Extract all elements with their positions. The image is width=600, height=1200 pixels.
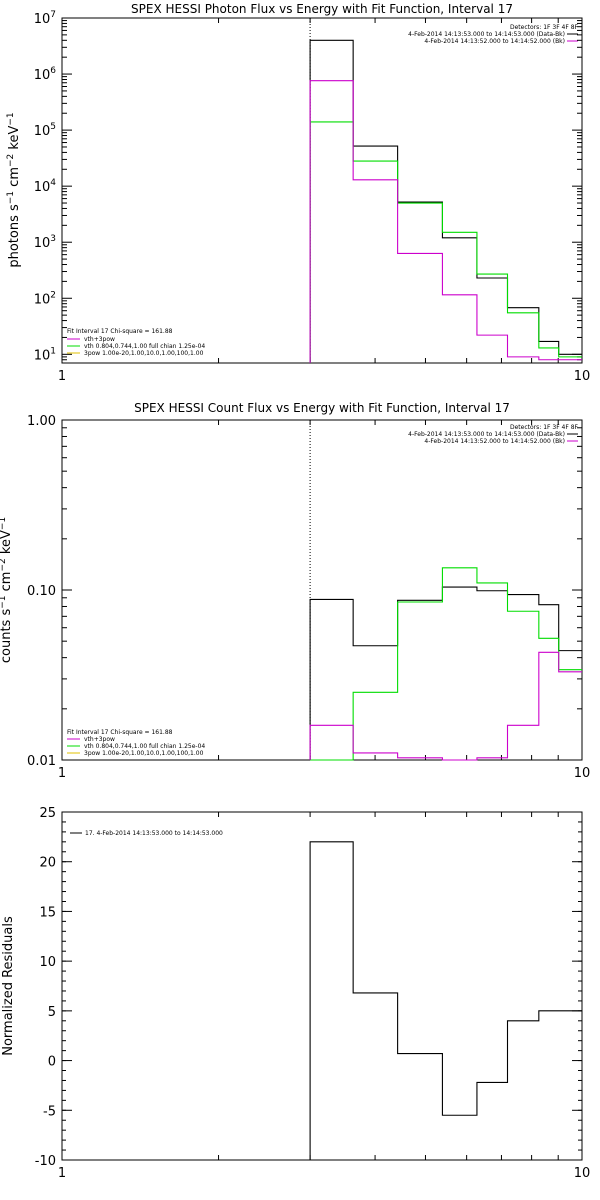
photon-y-tick-label: 102 <box>34 290 56 307</box>
count-y-axis-label: counts s−1 cm−2 keV−1 <box>0 517 14 663</box>
count-chart-title: SPEX HESSI Count Flux vs Energy with Fit… <box>134 401 510 415</box>
count-plot-frame <box>61 419 583 761</box>
count-legend-vth3pow: vth+3pow <box>84 736 115 743</box>
photon-flux-panel: SPEX HESSI Photon Flux vs Energy with Fi… <box>6 2 583 364</box>
photon-legend-bk-entry: 4-Feb-2014 14:13:52.000 to 14:14:52.000 … <box>424 38 565 45</box>
count-legend-bottom: Fit Interval 17 Chi-square = 161.88 vth+… <box>67 729 205 757</box>
residuals-legend-entry: 17. 4-Feb-2014 14:13:53.000 to 14:14:53.… <box>85 830 223 837</box>
photon-plot-frame <box>61 17 583 364</box>
count-legend-vth: vth 0.804,0.744,1.00 full chian 1.25e-04 <box>84 743 205 750</box>
count-flux-panel: SPEX HESSI Count Flux vs Energy with Fit… <box>0 401 583 761</box>
count-legend-data-entry: 4-Feb-2014 14:13:53.000 to 14:14:53.000 … <box>408 431 565 438</box>
count-series-data <box>309 586 582 760</box>
photon-series-vth_3pow <box>309 80 582 363</box>
residuals-y-tick-label: 5 <box>48 1005 56 1020</box>
count-legend-header: Detectors: 1F 3F 4F 8F <box>510 424 579 431</box>
residuals-y-axis-label: Normalized Residuals <box>1 916 16 1056</box>
photon-series-vth <box>309 121 582 363</box>
count-y-tick-label: 0.01 <box>27 754 56 769</box>
count-legend-top: Detectors: 1F 3F 4F 8F 4-Feb-2014 14:13:… <box>408 424 578 445</box>
residuals-y-tick-label: -10 <box>35 1154 56 1169</box>
photon-legend-bottom: Fit Interval 17 Chi-square = 161.88 vth+… <box>67 328 205 357</box>
photon-legend-data-entry: 4-Feb-2014 14:13:53.000 to 14:14:53.000 … <box>408 31 565 38</box>
count-y-tick-label: 1.00 <box>27 414 56 429</box>
count-series-vth_3pow <box>309 651 582 761</box>
residuals-legend: 17. 4-Feb-2014 14:13:53.000 to 14:14:53.… <box>70 830 223 837</box>
photon-series-data <box>309 39 582 363</box>
residuals-x-tick-label: 1 <box>58 1166 66 1181</box>
photon-x-tick-label: 10 <box>574 369 591 384</box>
photon-y-tick-label: 107 <box>34 10 56 27</box>
residuals-panel: Normalized Residuals 17. 4-Feb-2014 14:1… <box>1 811 583 1161</box>
photon-legend-header: Detectors: 1F 3F 4F 8F <box>510 24 579 31</box>
photon-chart-title: SPEX HESSI Photon Flux vs Energy with Fi… <box>131 2 513 16</box>
count-y-tick-label: 0.10 <box>27 584 56 599</box>
photon-legend-3pow: 3pow 1.00e-20,1.00,10.0,1.00,100,1.00 <box>84 350 204 357</box>
photon-y-tick-label: 101 <box>34 346 56 363</box>
count-marks: 1 10 0.01 0.10 1.00 <box>27 414 590 781</box>
residuals-y-tick-label: 15 <box>39 905 56 920</box>
count-x-tick-label: 1 <box>58 766 66 781</box>
residuals-plot-frame <box>61 811 583 1161</box>
photon-y-tick-label: 103 <box>34 234 56 251</box>
count-fit-summary: Fit Interval 17 Chi-square = 161.88 <box>67 729 173 736</box>
photon-y-tick-label: 106 <box>34 66 57 83</box>
photon-y-tick-label: 105 <box>34 122 56 139</box>
count-legend-bk-entry: 4-Feb-2014 14:13:52.000 to 14:14:52.000 … <box>424 438 565 445</box>
photon-legend-vth3pow: vth+3pow <box>84 336 115 343</box>
photon-y-tick-label: 104 <box>34 178 57 195</box>
residuals-x-tick-label: 10 <box>574 1166 591 1181</box>
residuals-marks: 1 10 -10 -5 0 5 10 15 20 25 <box>35 806 591 1181</box>
residuals-series-residuals <box>309 841 582 1160</box>
count-series-vth <box>310 567 582 761</box>
residuals-y-tick-label: 25 <box>39 806 56 821</box>
residuals-y-tick-label: 0 <box>48 1055 56 1070</box>
photon-legend-top: Detectors: 1F 3F 4F 8F 4-Feb-2014 14:13:… <box>408 24 578 45</box>
count-x-tick-label: 10 <box>574 766 591 781</box>
residuals-y-tick-label: 20 <box>39 856 56 871</box>
photon-y-axis-label: photons s−1 cm−2 keV−1 <box>6 112 22 267</box>
residuals-y-tick-label: 10 <box>39 955 56 970</box>
photon-fit-summary: Fit Interval 17 Chi-square = 161.88 <box>67 328 173 335</box>
photon-legend-vth: vth 0.804,0.744,1.00 full chian 1.25e-04 <box>84 343 205 350</box>
count-legend-3pow: 3pow 1.00e-20,1.00,10.0,1.00,100,1.00 <box>84 750 204 757</box>
residuals-y-tick-label: -5 <box>43 1104 56 1119</box>
photon-marks: 1 10 101 102 103 104 105 106 107 <box>34 10 591 384</box>
photon-x-tick-label: 1 <box>58 369 66 384</box>
